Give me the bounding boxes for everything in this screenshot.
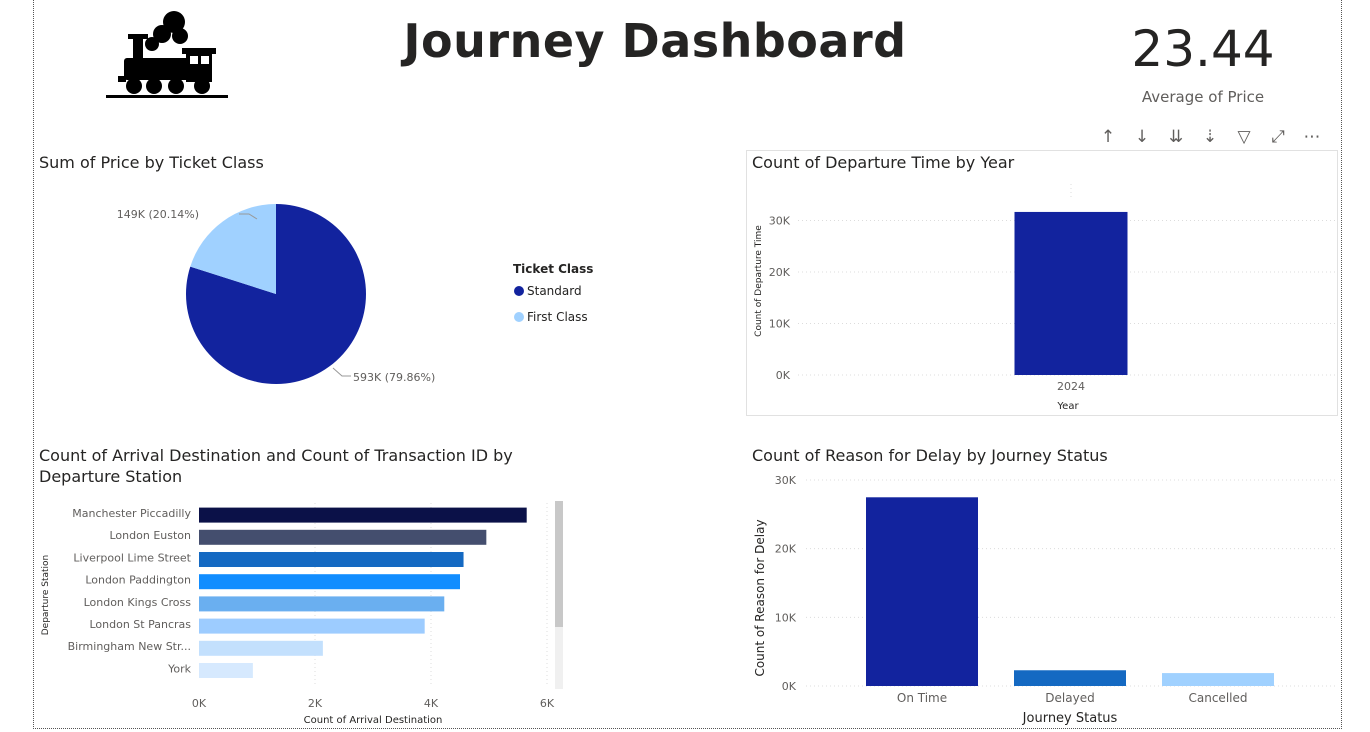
stations-xtick-label: 4K	[424, 697, 439, 710]
station-label-birmingham-new-str: Birmingham New Str...	[68, 640, 191, 653]
year-ytick-label: 0K	[776, 369, 791, 382]
station-label-liverpool-lime-street: Liverpool Lime Street	[73, 551, 191, 564]
delay-xtick-label-on-time: On Time	[897, 691, 947, 705]
station-label-manchester-piccadilly: Manchester Piccadilly	[72, 507, 191, 520]
year-chart-frame	[746, 150, 1338, 416]
arrow-down-icon[interactable]: ↓	[1134, 127, 1150, 147]
dashboard-frame	[33, 0, 1342, 729]
delay-ylabel: Count of Reason for Delay	[753, 519, 767, 676]
delay-ytick-label: 20K	[775, 543, 797, 556]
stations-xtick-label: 2K	[308, 697, 323, 710]
station-bar-york[interactable]	[199, 663, 253, 678]
year-ylabel: Count of Departure Time	[754, 225, 764, 337]
delay-chart-title: Count of Reason for Delay by Journey Sta…	[752, 446, 1108, 465]
station-bar-london-st-pancras[interactable]	[199, 618, 425, 634]
delay-bar-delayed[interactable]	[1014, 670, 1126, 686]
stations-xtick-label: 0K	[192, 697, 207, 710]
delay-bar-cancelled[interactable]	[1162, 673, 1274, 686]
year-ytick-label: 20K	[769, 266, 791, 279]
delay-xtick-label-delayed: Delayed	[1045, 691, 1094, 705]
station-label-london-kings-cross: London Kings Cross	[84, 596, 192, 609]
station-bar-london-paddington[interactable]	[199, 574, 460, 590]
stations-xlabel: Count of Arrival Destination	[304, 715, 443, 726]
delay-ytick-label: 10K	[775, 611, 797, 624]
more-options-icon[interactable]: ⋯	[1303, 127, 1321, 147]
year-ytick-label: 10K	[769, 317, 791, 330]
station-bar-liverpool-lime-street[interactable]	[199, 552, 464, 567]
delay-xlabel: Journey Status	[1022, 711, 1118, 726]
stations-chart-title-line1: Count of Arrival Destination and Count o…	[39, 446, 513, 465]
station-label-london-euston: London Euston	[110, 529, 192, 542]
delay-bar-chart: Count of Reason for Delay Journey Status…	[753, 474, 1338, 726]
stations-bar-chart: Departure Station Count of Arrival Desti…	[41, 501, 563, 726]
expand-hierarchy-icon[interactable]: ⇣	[1202, 127, 1218, 147]
year-chart-title: Count of Departure Time by Year	[752, 153, 1015, 172]
pie-chart-title: Sum of Price by Ticket Class	[39, 153, 264, 172]
train-logo-icon	[106, 11, 228, 98]
year-xtick-label: 2024	[1057, 380, 1085, 393]
stations-ylabel: Departure Station	[41, 555, 51, 636]
focus-mode-icon[interactable]: ⤢	[1271, 127, 1285, 147]
arrow-up-icon[interactable]: ↑	[1100, 127, 1116, 147]
legend-marker-standard[interactable]	[514, 286, 524, 296]
kpi-average-price-label: Average of Price	[1141, 88, 1265, 106]
year-bar-chart: Count of Departure Time Year 0K 10K 20K 30K…	[754, 184, 1336, 412]
year-xlabel: Year	[1056, 401, 1079, 412]
double-arrow-down-icon[interactable]: ⇊	[1168, 127, 1184, 147]
delay-ytick-label: 0K	[782, 680, 797, 693]
legend-marker-first-class[interactable]	[514, 312, 524, 322]
station-bar-birmingham-new-str[interactable]	[199, 640, 323, 656]
kpi-average-price-value: 23.44	[1131, 20, 1275, 78]
station-bar-london-kings-cross[interactable]	[199, 596, 445, 612]
station-bar-manchester-piccadilly[interactable]	[199, 507, 527, 523]
filter-icon[interactable]: ▽	[1237, 127, 1251, 147]
station-label-london-paddington: London Paddington	[85, 574, 191, 587]
pie-label-standard: 593K (79.86%)	[353, 371, 435, 384]
station-label-london-st-pancras: London St Pancras	[89, 618, 191, 631]
pie-chart: 149K (20.14%) 593K (79.86%) Ticket Class…	[117, 204, 593, 384]
delay-ytick-label: 30K	[775, 474, 797, 487]
pie-slice-first-class[interactable]	[190, 204, 276, 294]
station-bar-london-euston[interactable]	[199, 529, 487, 545]
pie-label-first-class: 149K (20.14%)	[117, 208, 199, 221]
stations-chart-title-line2: Departure Station	[39, 467, 183, 486]
station-label-york: York	[167, 662, 192, 675]
pie-legend-title: Ticket Class	[513, 262, 593, 276]
stations-scrollbar-thumb[interactable]	[555, 501, 563, 627]
page-title: Journey Dashboard	[403, 14, 907, 68]
delay-xtick-label-cancelled: Cancelled	[1189, 691, 1248, 705]
stations-xtick-label: 6K	[540, 697, 555, 710]
year-bar-2024[interactable]	[1014, 211, 1128, 375]
delay-bar-on-time[interactable]	[866, 497, 978, 686]
legend-label-standard[interactable]: Standard	[527, 284, 582, 298]
visual-toolbar: ↑ ↓ ⇊ ⇣ ▽ ⤢ ⋯	[1096, 124, 1340, 150]
year-ytick-label: 30K	[769, 214, 791, 227]
legend-label-first-class[interactable]: First Class	[527, 310, 588, 324]
